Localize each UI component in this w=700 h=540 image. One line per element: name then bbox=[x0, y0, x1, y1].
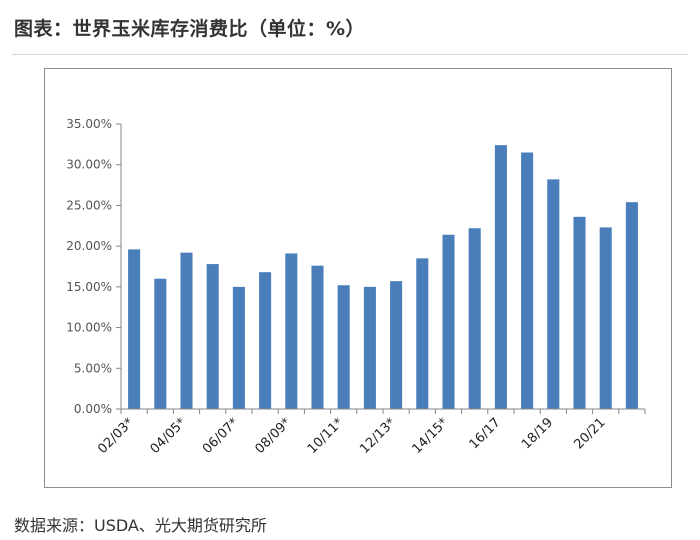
bar bbox=[232, 286, 245, 409]
x-category-label: 16/17 bbox=[467, 415, 504, 452]
bar bbox=[573, 216, 586, 409]
chart-frame: 0.00% 5.00% 10.00% 15.00% 20.00% 25.00% 30.00%… bbox=[44, 68, 672, 488]
bar bbox=[468, 228, 481, 409]
x-category-label: 08/09* bbox=[252, 415, 294, 457]
y-axis: 0.00% 5.00% 10.00% 15.00% 20.00% 25.00% 30.00%… bbox=[66, 117, 122, 416]
x-category-label: 02/03* bbox=[95, 415, 137, 457]
bar bbox=[128, 249, 141, 409]
y-tick-label: 35.00% bbox=[66, 117, 112, 131]
bar bbox=[363, 286, 376, 409]
bar bbox=[521, 152, 534, 409]
page-title: 图表：世界玉米库存消费比（单位：%） bbox=[14, 18, 366, 40]
bar bbox=[285, 253, 298, 409]
bar bbox=[337, 285, 350, 409]
source-note: 数据来源：USDA、光大期货研究所 bbox=[14, 516, 267, 535]
title-divider bbox=[12, 54, 688, 55]
bar bbox=[311, 265, 324, 409]
bar bbox=[154, 278, 167, 409]
x-category-label: 14/15* bbox=[410, 415, 452, 457]
y-tick-label: 10.00% bbox=[66, 321, 112, 335]
x-category-label: 10/11* bbox=[305, 415, 347, 457]
x-axis: 02/03* 04/05* 06/07* 08/09* 10/11* 12/13* 14/1… bbox=[95, 408, 646, 457]
x-category-label: 12/13* bbox=[357, 415, 399, 457]
bar bbox=[259, 272, 272, 409]
x-category-label: 04/05* bbox=[148, 415, 190, 457]
x-category-label: 20/21 bbox=[571, 415, 608, 452]
bars bbox=[128, 145, 638, 409]
bar-chart: 0.00% 5.00% 10.00% 15.00% 20.00% 25.00% 30.00%… bbox=[66, 117, 646, 457]
x-category-label: 18/19 bbox=[519, 415, 556, 452]
bar bbox=[625, 202, 638, 409]
y-tick-label: 5.00% bbox=[74, 361, 112, 375]
bar bbox=[206, 264, 219, 409]
y-tick-label: 0.00% bbox=[74, 402, 112, 416]
bar bbox=[494, 145, 507, 409]
bar bbox=[390, 281, 403, 409]
x-category-label: 06/07* bbox=[200, 415, 242, 457]
y-tick-label: 20.00% bbox=[66, 239, 112, 253]
y-tick-label: 25.00% bbox=[66, 198, 112, 212]
bar bbox=[416, 258, 429, 409]
bar bbox=[180, 252, 193, 409]
y-tick-label: 15.00% bbox=[66, 280, 112, 294]
bar bbox=[599, 227, 612, 409]
bar bbox=[547, 179, 560, 409]
y-tick-label: 30.00% bbox=[66, 158, 112, 172]
bar bbox=[442, 234, 455, 409]
